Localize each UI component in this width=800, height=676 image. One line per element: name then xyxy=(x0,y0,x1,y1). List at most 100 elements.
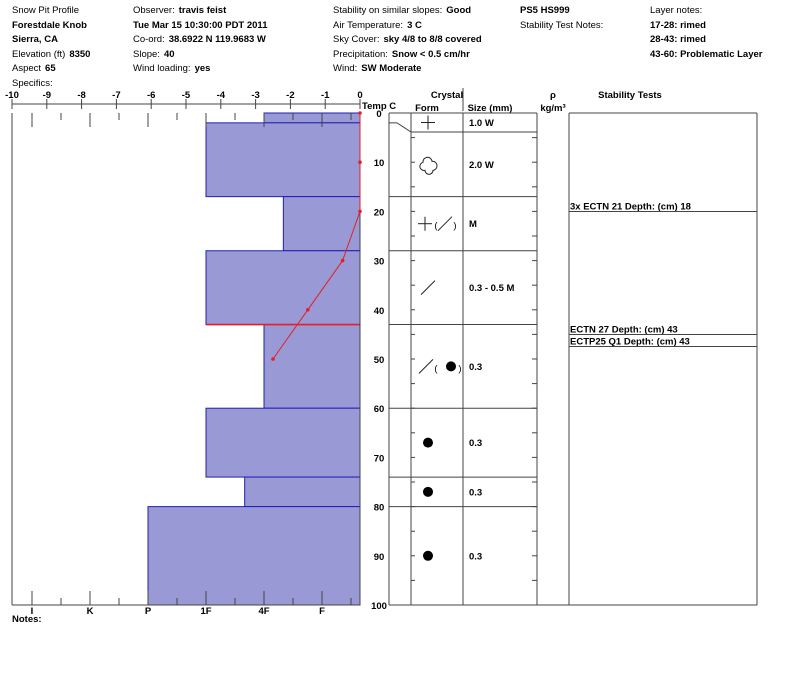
density-unit: kg/m³ xyxy=(540,103,565,114)
temp-tick-label: -3 xyxy=(251,90,259,101)
field-value: 43-60: Problematic Layer xyxy=(650,48,763,60)
header-field: Wind: SW Moderate xyxy=(333,63,421,75)
field-label: Sky Cover: xyxy=(333,34,380,45)
temp-tick-label: -2 xyxy=(286,90,294,101)
field-value: sky 4/8 to 8/8 covered xyxy=(383,34,482,45)
temperature-point xyxy=(358,209,362,214)
paren-glyph: ( xyxy=(434,363,438,374)
hardness-tick-label: P xyxy=(145,606,152,617)
temperature-line xyxy=(272,113,361,360)
header-field: Aspect 65 xyxy=(12,63,56,75)
field-value: 3 C xyxy=(407,19,422,31)
field-label: Air Temperature: xyxy=(333,19,404,31)
grain-size: M xyxy=(469,219,477,230)
temperature-point xyxy=(340,258,345,263)
hardness-tick-label: K xyxy=(87,606,94,617)
depth-tick-label: 30 xyxy=(374,257,385,268)
temp-tick-label: -1 xyxy=(321,90,330,101)
header-field: PS5 HS999 xyxy=(520,5,570,17)
hardness-bar xyxy=(205,250,361,326)
depth-tick-label: 20 xyxy=(374,207,385,218)
depth-tick-label: 80 xyxy=(374,503,385,514)
temp-tick-label: -8 xyxy=(77,90,85,101)
header-field: Layer notes: xyxy=(650,5,702,17)
temperature-point xyxy=(271,357,275,361)
paren-glyph: ) xyxy=(458,363,461,374)
hardness-bar xyxy=(263,324,361,409)
hardness-tick-label: F xyxy=(319,606,325,617)
header-field: Snow Pit Profile xyxy=(12,5,79,17)
hardness-bar xyxy=(282,196,361,252)
header-field: Air Temperature: 3 C xyxy=(333,20,422,32)
field-label: Snow Pit Profile xyxy=(12,5,80,16)
decomposing-icon xyxy=(437,216,453,232)
crystal-header: Crystal xyxy=(431,90,463,101)
temp-tick-label: -7 xyxy=(112,90,120,101)
temp-axis-label: Temp C xyxy=(362,101,396,112)
graupel-icon xyxy=(419,156,438,175)
grain-size: 0.3 - 0.5 M xyxy=(469,283,514,294)
header-field: Sky Cover: sky 4/8 to 8/8 covered xyxy=(333,34,482,46)
size-header: Size (mm) xyxy=(468,103,513,114)
temp-tick-label: -4 xyxy=(217,90,226,101)
field-label: Co-ord: xyxy=(133,34,165,45)
hardness-tick-label: 4F xyxy=(258,606,269,617)
grain-size: 2.0 W xyxy=(469,160,494,171)
stability-test-result: ECTP25 Q1 Depth: (cm) 43 xyxy=(570,337,690,348)
field-label: Observer: xyxy=(133,5,175,16)
rounded-grain-icon xyxy=(423,550,433,561)
header-field: 28-43: rimed xyxy=(650,34,706,46)
depth-tick-label: 100 xyxy=(371,601,387,612)
rounded-grain-icon xyxy=(423,437,433,448)
rounded-grain-icon xyxy=(423,486,433,497)
field-label: Stability on similar slopes: xyxy=(333,5,443,16)
grain-size: 0.3 xyxy=(469,362,482,373)
decomposing-icon xyxy=(418,359,434,374)
header-field: Tue Mar 15 10:30:00 PDT 2011 xyxy=(133,20,267,32)
depth-tick-label: 70 xyxy=(374,453,385,464)
depth-tick-label: 50 xyxy=(374,355,385,366)
field-value: travis feist xyxy=(178,5,227,16)
grain-size: 0.3 xyxy=(469,551,482,562)
field-label: Wind loading: xyxy=(133,63,191,74)
field-value: Snow < 0.5 cm/hr xyxy=(391,48,470,60)
temperature-point xyxy=(358,160,362,164)
field-label: Elevation (ft) xyxy=(12,48,66,60)
header-field: Elevation (ft) 8350 xyxy=(12,49,90,61)
depth-tick-label: 10 xyxy=(374,158,385,169)
field-value: 65 xyxy=(45,63,56,74)
field-value: 28-43: rimed xyxy=(650,34,706,45)
field-value: yes xyxy=(194,63,211,74)
temp-tick-label: -10 xyxy=(5,90,19,101)
rounded-grain-icon xyxy=(446,361,456,372)
temp-tick-label: -5 xyxy=(182,90,191,101)
grain-size: 0.3 xyxy=(469,438,482,449)
depth-tick-label: 90 xyxy=(374,552,385,563)
field-value: 8350 xyxy=(69,48,91,60)
field-label: Aspect xyxy=(12,63,42,74)
header-field: 43-60: Problematic Layer xyxy=(650,49,762,61)
temp-tick-label: 0 xyxy=(357,90,362,101)
header-field: Slope: 40 xyxy=(133,49,175,61)
header-field: 17-28: rimed xyxy=(650,20,706,32)
stability-test-result: ECTN 27 Depth: (cm) 43 xyxy=(570,325,678,336)
field-value: 40 xyxy=(163,48,175,60)
header-field: Stability on similar slopes: Good xyxy=(333,5,471,17)
header-field: Precipitation: Snow < 0.5 cm/hr xyxy=(333,49,470,61)
hardness-tick-label: I xyxy=(31,606,34,617)
header-field: Sierra, CA xyxy=(12,34,58,46)
temperature-point xyxy=(358,111,362,115)
hardness-bar xyxy=(147,506,361,606)
form-header: Form xyxy=(415,103,439,114)
field-label: Specifics: xyxy=(12,77,53,89)
temp-tick-label: -9 xyxy=(43,90,51,101)
field-label: Wind: xyxy=(333,63,358,74)
paren-glyph: ) xyxy=(453,221,456,232)
header-field: Observer: travis feist xyxy=(133,5,226,17)
field-value: Tue Mar 15 10:30:00 PDT 2011 xyxy=(133,19,268,31)
stability-header: Stability Tests xyxy=(598,90,662,101)
field-value: PS5 HS999 xyxy=(520,5,570,16)
header-field: Specifics: xyxy=(12,78,53,90)
field-label: Slope: xyxy=(133,48,160,60)
decomposing-icon xyxy=(420,280,436,296)
